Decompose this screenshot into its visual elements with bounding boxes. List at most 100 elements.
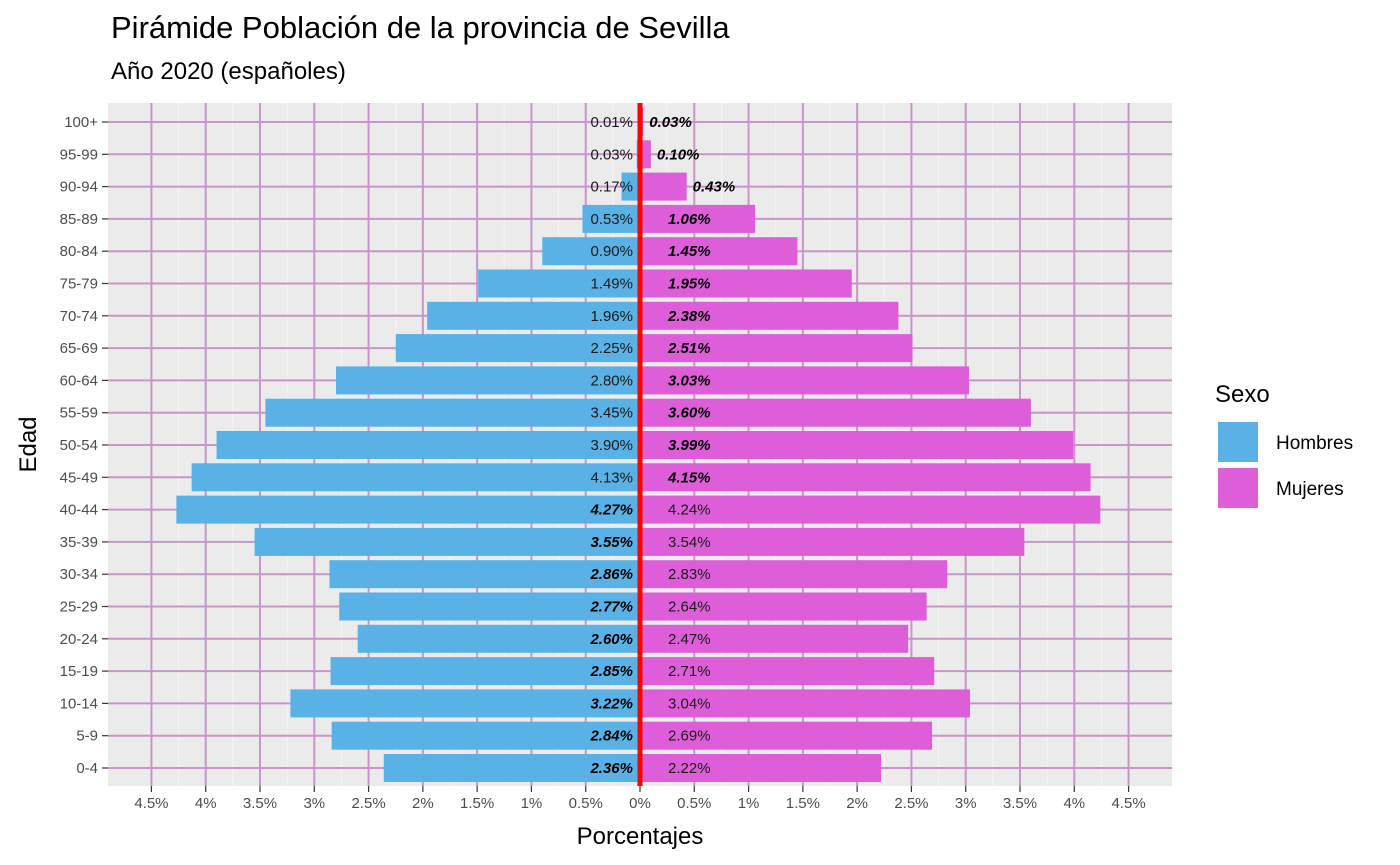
x-tick-label: 2.5% — [351, 795, 385, 812]
x-tick-label: 4% — [195, 795, 217, 812]
value-label-hombres: 0.53% — [590, 211, 633, 228]
bar-mujeres-80-84 — [640, 237, 798, 266]
y-tick-label: 35-39 — [60, 534, 98, 551]
value-label-hombres: 0.03% — [590, 146, 633, 163]
value-label-hombres: 3.55% — [590, 534, 633, 551]
value-label-hombres: 2.86% — [589, 566, 633, 583]
y-tick-label: 5-9 — [76, 728, 98, 745]
value-label-mujeres: 2.51% — [667, 340, 711, 357]
x-tick-label: 4.5% — [134, 795, 168, 812]
bar-hombres-85-89 — [582, 204, 640, 233]
bar-mujeres-15-19 — [640, 657, 935, 686]
axes: 4.5% 4% 3.5% 3% 2.5% 2% 1.5% 1% 0.5% 0% 0.5% 1% 1.5%… — [60, 114, 1146, 812]
bar-hombres-20-24 — [357, 624, 640, 653]
bar-mujeres-20-24 — [640, 624, 909, 653]
value-label-mujeres: 2.83% — [668, 566, 711, 583]
bar-hombres-5-9 — [331, 721, 640, 750]
bar-mujeres-95-99 — [640, 140, 651, 169]
value-label-mujeres: 1.95% — [668, 276, 711, 293]
value-label-mujeres: 2.71% — [668, 663, 711, 680]
y-tick-label: 30-34 — [60, 566, 98, 583]
bar-hombres-75-79 — [478, 269, 640, 298]
bar-hombres-55-59 — [265, 398, 640, 427]
value-label-hombres: 3.45% — [590, 405, 633, 422]
x-tick-label: 1% — [521, 795, 543, 812]
y-tick-label: 90-94 — [60, 179, 98, 196]
chart-title: Pirámide Población de la provincia de Se… — [111, 10, 730, 45]
bar-mujeres-30-34 — [640, 560, 948, 589]
bar-mujeres-55-59 — [640, 398, 1031, 427]
bar-hombres-50-54 — [216, 431, 641, 459]
bar-mujeres-35-39 — [640, 527, 1025, 556]
value-label-hombres: 2.77% — [589, 599, 633, 616]
bar-hombres-15-19 — [330, 657, 640, 686]
value-label-hombres: 3.22% — [590, 695, 633, 712]
bar-mujeres-45-49 — [640, 463, 1091, 492]
y-tick-label: 10-14 — [60, 695, 98, 712]
value-label-hombres: 3.90% — [590, 437, 633, 454]
y-tick-label: 0-4 — [76, 760, 98, 777]
legend-label-mujeres: Mujeres — [1276, 479, 1344, 500]
x-tick-label: 3.5% — [243, 795, 277, 812]
x-tick-label: 0.5% — [569, 795, 603, 812]
value-label-mujeres: 2.69% — [668, 728, 711, 745]
bar-hombres-60-64 — [336, 366, 640, 395]
value-label-hombres: 2.36% — [589, 760, 633, 777]
y-tick-label: 45-49 — [60, 469, 98, 486]
bar-value-labels: 2.36% 2.84% 3.22% 2.85% 2.60% 2.77% 2.86% 3.55%… — [589, 114, 735, 777]
bar-hombres-65-69 — [395, 334, 640, 363]
x-tick-label: 1% — [738, 795, 760, 812]
bar-hombres-30-34 — [329, 560, 640, 589]
x-tick-label: 2% — [846, 795, 868, 812]
value-label-mujeres: 4.24% — [668, 502, 711, 519]
bar-hombres-40-44 — [176, 495, 640, 524]
bar-mujeres-25-29 — [640, 592, 927, 621]
value-label-hombres: 1.96% — [590, 308, 633, 325]
y-axis-title: Edad — [15, 416, 42, 472]
value-label-hombres: 2.25% — [590, 340, 633, 357]
value-label-mujeres: 2.22% — [668, 760, 711, 777]
value-label-hombres: 2.80% — [590, 372, 633, 389]
x-tick-label: 2.5% — [894, 795, 928, 812]
value-label-mujeres: 0.43% — [693, 179, 736, 196]
value-label-mujeres: 0.03% — [649, 114, 692, 131]
value-label-mujeres: 2.64% — [668, 599, 711, 616]
x-tick-label: 4.5% — [1111, 795, 1145, 812]
value-label-mujeres: 0.10% — [657, 146, 700, 163]
bar-mujeres-5-9 — [640, 721, 933, 750]
legend-title: Sexo — [1215, 381, 1270, 408]
value-label-mujeres: 3.04% — [668, 695, 711, 712]
value-label-hombres: 2.84% — [589, 728, 633, 745]
x-tick-label: 0.5% — [677, 795, 711, 812]
value-label-mujeres: 2.47% — [668, 631, 711, 648]
chart-subtitle: Año 2020 (españoles) — [111, 58, 346, 85]
legend-key-hombres — [1216, 420, 1260, 464]
y-tick-label: 25-29 — [60, 599, 98, 616]
bar-mujeres-50-54 — [640, 431, 1074, 459]
bar-mujeres-10-14 — [640, 689, 971, 718]
bar-hombres-10-14 — [290, 689, 640, 718]
value-label-mujeres: 3.54% — [668, 534, 711, 551]
x-tick-label: 3% — [955, 795, 977, 812]
legend-key-mujeres — [1216, 466, 1260, 510]
legend-label-hombres: Hombres — [1276, 433, 1353, 454]
bar-mujeres-0-4 — [640, 754, 882, 782]
y-tick-label: 85-89 — [60, 211, 98, 228]
x-tick-label: 4% — [1063, 795, 1085, 812]
value-label-mujeres: 3.60% — [668, 405, 711, 422]
y-tick-label: 55-59 — [60, 405, 98, 422]
y-tick-label: 60-64 — [60, 372, 98, 389]
y-tick-label: 50-54 — [60, 437, 98, 454]
value-label-mujeres: 1.06% — [668, 211, 711, 228]
bar-hombres-80-84 — [542, 237, 640, 266]
value-label-mujeres: 3.03% — [668, 372, 711, 389]
y-tick-label: 20-24 — [60, 631, 98, 648]
value-label-hombres: 0.01% — [590, 114, 633, 131]
bar-hombres-35-39 — [254, 527, 641, 556]
bar-mujeres-90-94 — [640, 172, 687, 201]
bar-mujeres-65-69 — [640, 334, 913, 363]
bar-mujeres-40-44 — [640, 495, 1101, 524]
x-tick-label: 1.5% — [786, 795, 820, 812]
y-tick-label: 40-44 — [60, 502, 98, 519]
